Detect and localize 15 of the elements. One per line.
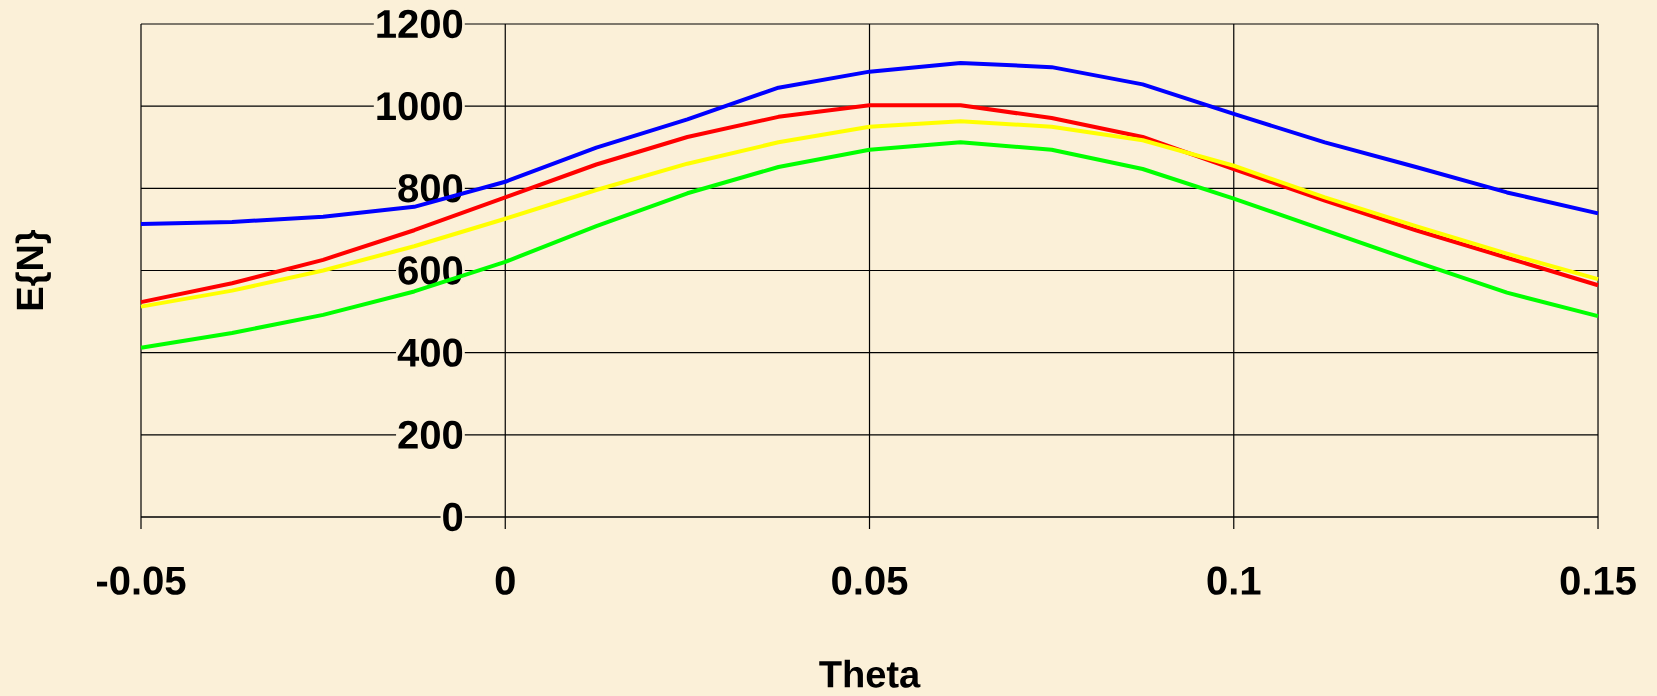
y-tick-label: 800 (398, 174, 463, 203)
line-series (139, 61, 1601, 227)
y-tick-label: 200 (398, 420, 463, 449)
y-axis-title: E{N} (15, 229, 51, 310)
x-tick-label: 0.05 (832, 566, 908, 595)
y-tick-label: 600 (398, 256, 463, 285)
x-tick-label: 0 (495, 566, 515, 595)
x-tick-label: 0.1 (1207, 566, 1261, 595)
y-tick-label: 1000 (377, 92, 463, 121)
x-tick-label: 0.15 (1560, 566, 1636, 595)
x-tick-label: -0.05 (96, 566, 186, 595)
y-tick-label: 400 (397, 338, 463, 367)
y-tick-label: 1200 (377, 9, 463, 39)
x-axis-title: Theta (819, 659, 921, 688)
y-tick-label: 0 (443, 502, 463, 532)
